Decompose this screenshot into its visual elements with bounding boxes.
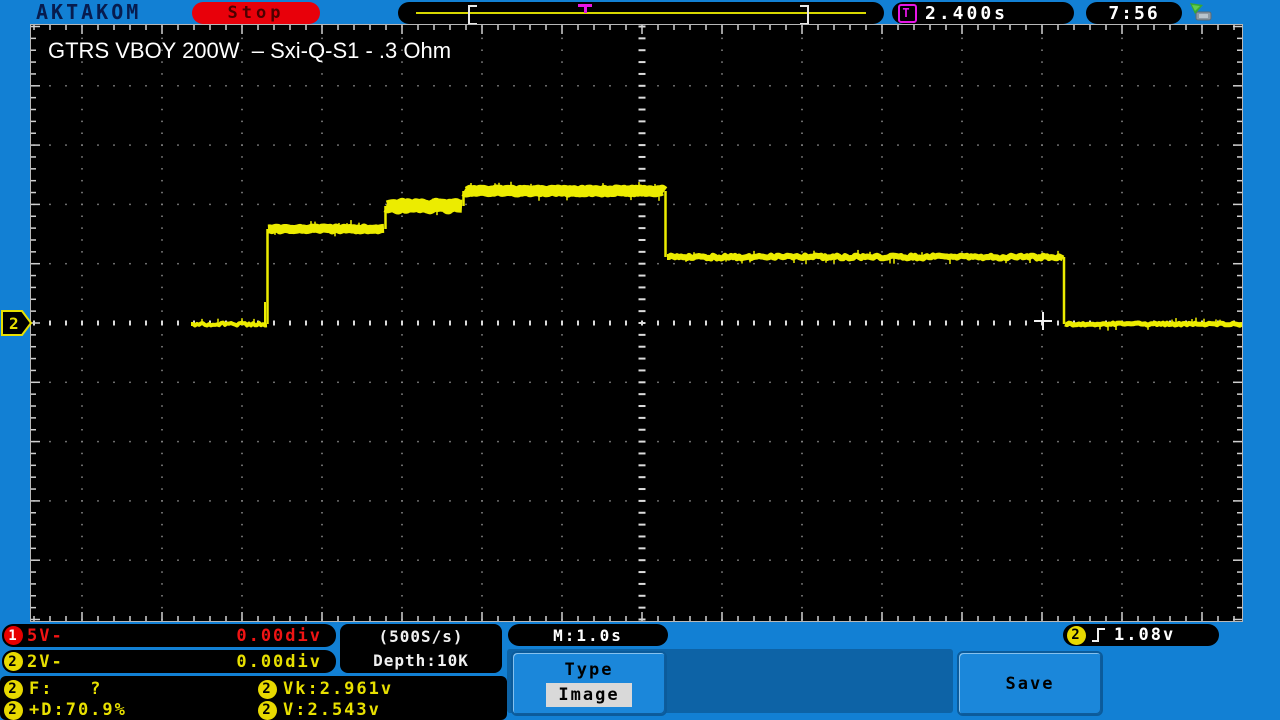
measurement-value: +D:70.9% — [29, 700, 127, 720]
timebase-pill[interactable]: M:1.0s — [508, 624, 668, 646]
memory-window-right-bracket — [800, 5, 809, 25]
measurement-value: Vk:2.961v — [283, 679, 394, 699]
channel2-badge: 2 — [4, 652, 23, 671]
channel1-badge: 1 — [4, 626, 23, 645]
channel2-settings-pill[interactable]: 2 2V- 0.00div — [2, 650, 336, 673]
channel1-settings-pill[interactable]: 1 5V- 0.00div — [2, 624, 336, 647]
measurement-channel-badge: 2 — [258, 700, 277, 720]
measurements-panel: 2 F: ? 2 Vk:2.961v 2 +D:70.9% 2 V:2.543v — [0, 676, 507, 720]
timebase-value: M:1.0s — [553, 625, 623, 645]
trigger-time-readout: T 2.400s — [892, 2, 1074, 24]
measurement-value: V:2.543v — [283, 700, 381, 720]
sample-rate: (500S/s) — [378, 626, 464, 646]
measurement-channel-badge: 2 — [4, 679, 23, 699]
save-button[interactable]: Save — [957, 651, 1103, 716]
clock: 7:56 — [1086, 2, 1182, 24]
trigger-level-value: 1.08v — [1114, 625, 1176, 645]
rising-edge-icon — [1092, 628, 1105, 642]
trigger-t-icon: T — [898, 3, 917, 23]
measurement-duty: 2 +D:70.9% — [4, 700, 127, 720]
memory-window-left-bracket — [468, 5, 477, 25]
trigger-channel-badge: 2 — [1067, 625, 1086, 645]
channel2-scale: 2V- — [27, 651, 64, 672]
stop-button[interactable]: Stop — [192, 2, 320, 24]
waveform-plot — [31, 25, 1244, 621]
type-button[interactable]: Type Image — [511, 651, 667, 716]
annotation-title: GTRS VBOY 200W – Sxi-Q-S1 - .3 Ohm — [48, 38, 452, 63]
memory-position-bar[interactable] — [398, 2, 884, 25]
measurement-vk: 2 Vk:2.961v — [258, 679, 393, 699]
channel2-position-marker[interactable]: 2 — [1, 309, 33, 337]
channel2-offset: 0.00div — [236, 651, 322, 672]
measurement-channel-badge: 2 — [4, 700, 23, 720]
trigger-level-pill[interactable]: 2 1.08v — [1063, 624, 1219, 646]
channel1-offset: 0.00div — [236, 625, 322, 646]
svg-text:2: 2 — [9, 314, 19, 333]
type-button-label: Type — [564, 660, 614, 680]
trigger-time-value: 2.400s — [925, 2, 1009, 24]
channel1-scale: 5V- — [27, 625, 64, 646]
measurement-channel-badge: 2 — [258, 679, 277, 699]
trigger-position-icon-stem — [584, 7, 587, 13]
memory-line — [416, 12, 866, 14]
trigger-position-icon — [578, 4, 592, 7]
measurement-v: 2 V:2.543v — [258, 700, 381, 720]
usb-icon — [1190, 3, 1212, 21]
stop-label: Stop — [227, 3, 285, 23]
acquisition-info-panel: (500S/s) Depth:10K — [340, 624, 502, 673]
measurement-frequency: 2 F: ? — [4, 679, 102, 699]
memory-depth: Depth:10K — [373, 650, 469, 670]
clock-value: 7:56 — [1108, 2, 1160, 24]
scope-display — [30, 24, 1244, 622]
type-button-value: Image — [546, 683, 632, 707]
measurement-value: F: ? — [29, 679, 103, 699]
brand-logo: AKTAKOM — [36, 0, 142, 24]
save-button-label: Save — [1005, 673, 1055, 694]
